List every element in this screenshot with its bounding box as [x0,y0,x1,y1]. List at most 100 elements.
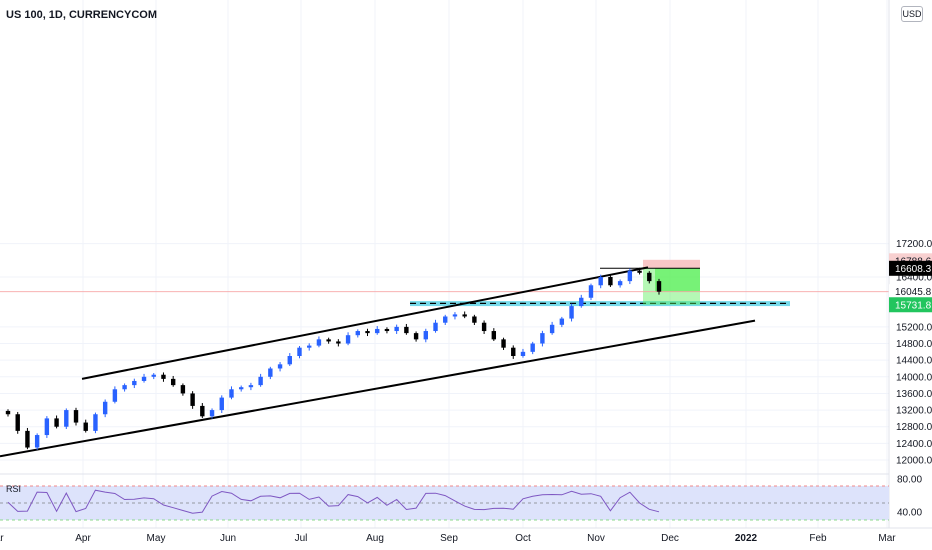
candle-body[interactable] [433,322,438,332]
candle-body[interactable] [472,316,477,323]
candle-body[interactable] [238,387,244,390]
last-price-badge [889,284,932,300]
price-tick-label: 13600.0 [896,389,932,400]
candle-body[interactable] [404,326,409,334]
target-price-badge [889,297,932,313]
candle-body[interactable] [559,318,565,325]
candle-body[interactable] [617,281,623,286]
candle-body[interactable] [501,339,506,348]
candle-body[interactable] [452,314,458,317]
time-tick-label: Jun [220,533,236,544]
time-tick-label: Aug [366,533,384,544]
price-tick-label: 13200.0 [896,406,932,417]
time-tick-label: Nov [587,533,605,544]
candle-body[interactable] [44,418,50,436]
candle-body[interactable] [316,339,322,346]
candle-body[interactable] [588,285,594,298]
candle-body[interactable] [549,324,555,334]
candle-body[interactable] [277,364,283,369]
candle-body[interactable] [520,351,526,356]
candle-body[interactable] [122,385,127,390]
candle-body[interactable] [307,345,312,348]
price-tick-label: 16400.0 [896,272,932,283]
candle-body[interactable] [579,297,584,307]
candle-body[interactable] [5,410,11,415]
rsi-tick-label: 80.00 [897,475,922,486]
price-tick-label: 12000.0 [896,456,932,467]
channel-upper-line[interactable] [81,266,649,380]
candle-body[interactable] [530,343,535,352]
channel-lower-line[interactable] [0,319,756,458]
candle-body[interactable] [413,333,419,340]
price-tick-label: 12400.0 [896,439,932,450]
candle-body[interactable] [73,410,79,423]
candle-body[interactable] [15,414,20,431]
rsi-line [7,489,660,514]
candle-body[interactable] [93,414,98,431]
candle-body[interactable] [287,356,292,365]
candle-body[interactable] [132,380,137,386]
candle-body[interactable] [170,378,176,386]
candle-body[interactable] [258,376,263,386]
candle-body[interactable] [141,376,147,381]
candle-body[interactable] [384,328,390,332]
candle-body[interactable] [83,422,88,431]
candle-body[interactable] [462,314,467,317]
price-axis: 17200.0 16400.0 15200.0 14800.0 14400.0 14000… [896,239,932,466]
price-grid [0,0,889,528]
candle-body[interactable] [627,270,633,282]
candle-body[interactable] [54,418,59,427]
candle-body[interactable] [200,405,205,417]
candle-body[interactable] [190,393,195,406]
chart-title: US 100, 1D, CURRENCYCOM [6,9,157,21]
price-tick-label: 17200.0 [896,239,932,250]
candle-body[interactable] [443,316,448,323]
candle-body[interactable] [326,339,331,342]
candle-body[interactable] [423,331,429,340]
candle-body[interactable] [151,374,156,377]
candle-body[interactable] [637,270,642,273]
take-profit-active-box [655,268,700,292]
time-tick-label: Feb [809,533,827,544]
candle-body[interactable] [394,326,399,332]
entry-price-badge [889,260,932,276]
candle-body[interactable] [491,331,497,340]
candle-body[interactable] [656,281,662,292]
candle-body[interactable] [608,276,613,286]
candle-body[interactable] [102,401,108,415]
candle-body[interactable] [481,322,487,332]
candle-body[interactable] [297,347,302,356]
candle-body[interactable] [25,430,30,448]
candle-body[interactable] [345,335,351,344]
candle-body[interactable] [540,333,545,344]
candle-body[interactable] [34,435,40,448]
candle-body[interactable] [598,276,603,286]
last-price-label: 16045.8 [895,287,932,298]
candle-body[interactable] [365,331,370,334]
candle-body[interactable] [112,389,118,402]
candle-body[interactable] [161,374,166,379]
candle-body[interactable] [268,368,273,377]
candle-body[interactable] [511,347,516,356]
entry-price-label: 16608.3 [895,264,932,275]
price-tick-label: 15200.0 [896,322,932,333]
candle-body[interactable] [375,328,380,334]
time-tick-label: Jul [295,533,308,544]
candle-body[interactable] [219,397,224,411]
time-tick-label: May [147,533,166,544]
time-tick-label: Mar [878,533,896,544]
candle-body[interactable] [180,385,186,394]
rsi-tick-label: 40.00 [897,508,922,519]
candle-body[interactable] [569,306,574,319]
candle-body[interactable] [248,385,254,388]
price-tick-label: 12800.0 [896,422,932,433]
stop-loss-box[interactable] [643,259,700,269]
candle-body[interactable] [209,410,215,417]
candle-body[interactable] [64,410,69,427]
candle-body[interactable] [355,331,360,336]
candle-body[interactable] [229,389,234,398]
currency-label[interactable]: USD [901,6,923,22]
candle-body[interactable] [647,272,652,282]
candle-body[interactable] [336,341,341,344]
